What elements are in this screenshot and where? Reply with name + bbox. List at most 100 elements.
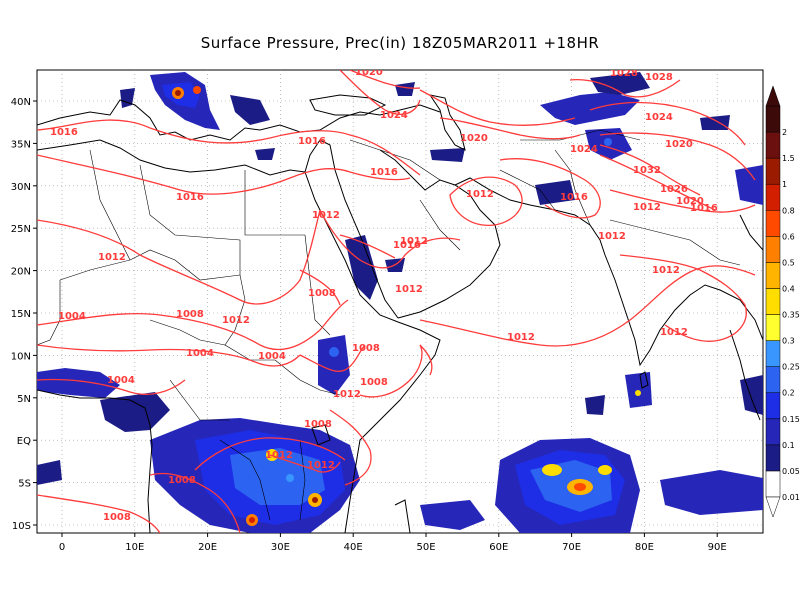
coast-levant bbox=[304, 139, 399, 319]
isobar-label: 1012 bbox=[507, 332, 535, 343]
precip-turkey bbox=[230, 95, 270, 125]
isobar-label: 1020 bbox=[665, 139, 693, 150]
colorbar-level-label: 0.15 bbox=[782, 415, 800, 424]
precip-east-asia bbox=[700, 115, 730, 130]
x-tick-label: 90E bbox=[708, 542, 727, 553]
coast-black-sea bbox=[309, 94, 387, 116]
isobar-label: 1028 bbox=[645, 72, 673, 83]
border-4 bbox=[59, 249, 241, 281]
isobar-label: 1016 bbox=[393, 240, 421, 251]
isobar-label: 1012 bbox=[466, 189, 494, 200]
isobar-label: 1024 bbox=[570, 144, 598, 155]
isobar-label: 1012 bbox=[312, 210, 340, 221]
border-13 bbox=[419, 199, 461, 251]
y-tick-label: 35N bbox=[11, 139, 31, 150]
precip-io-west bbox=[420, 500, 485, 530]
colorbar-swatch bbox=[765, 470, 781, 498]
isobar-label: 1012 bbox=[652, 265, 680, 276]
isobar-label: 1004 bbox=[186, 348, 214, 359]
precip-red-sea bbox=[345, 235, 378, 300]
colorbar-swatch bbox=[765, 418, 781, 446]
x-tick-label: 10E bbox=[125, 542, 144, 553]
border-14 bbox=[499, 169, 556, 211]
precip-sri-lanka bbox=[625, 372, 652, 408]
isobar-1012-congo bbox=[194, 437, 346, 471]
coast-china bbox=[739, 214, 763, 251]
isobar-1020-ne bbox=[599, 132, 756, 181]
precip-io-east bbox=[660, 470, 763, 515]
colorbar-min-arrow bbox=[765, 496, 781, 518]
isobar-1012-n bbox=[37, 209, 321, 305]
isobar-label: 1008 bbox=[352, 343, 380, 354]
isobar-1004 bbox=[37, 344, 301, 367]
precip-congo-peak bbox=[312, 497, 318, 503]
border-3 bbox=[244, 170, 305, 236]
isobar-label: 1012 bbox=[265, 450, 293, 461]
isobar-1032 bbox=[599, 144, 701, 196]
y-tick-label: EQ bbox=[17, 436, 31, 447]
coast-madagascar bbox=[394, 499, 411, 533]
isobar-1016-north bbox=[37, 119, 421, 176]
coast-se-asia bbox=[729, 329, 761, 421]
precip-gabon bbox=[37, 460, 62, 485]
colorbar-level-label: 1.5 bbox=[782, 154, 795, 163]
isobar-label: 1008 bbox=[103, 512, 131, 523]
x-tick-label: 20E bbox=[198, 542, 217, 553]
isobar-1008-east-africa bbox=[329, 409, 372, 486]
isobar-1020-cas bbox=[439, 117, 581, 140]
border-5 bbox=[224, 274, 275, 361]
colorbar-level-label: 0.35 bbox=[782, 311, 800, 320]
isobar-label: 1012 bbox=[307, 460, 335, 471]
precip-china-east bbox=[735, 165, 763, 205]
y-tick-label: 5N bbox=[17, 394, 31, 405]
isobar-label: 1026 bbox=[660, 184, 688, 195]
isobar-label: 1032 bbox=[633, 165, 661, 176]
isobar-1008-south bbox=[149, 472, 241, 533]
isobar-label: 1016 bbox=[50, 127, 78, 138]
coastlines bbox=[37, 94, 763, 533]
precip-io-max-2-core bbox=[574, 483, 586, 491]
isobar-1012-ea bbox=[359, 344, 423, 398]
x-tick-label: 80E bbox=[635, 542, 654, 553]
colorbar-max-arrow bbox=[765, 85, 781, 107]
y-tick-label: 5S bbox=[18, 479, 31, 490]
border-12 bbox=[299, 439, 306, 521]
border-2 bbox=[139, 164, 241, 275]
border-1 bbox=[89, 149, 131, 261]
isobar-label: 1016 bbox=[560, 192, 588, 203]
y-tick-label: 10N bbox=[11, 351, 31, 362]
precip-bay-bengal bbox=[585, 395, 605, 415]
x-tick-label: 70E bbox=[562, 542, 581, 553]
isobar-label: 1004 bbox=[58, 311, 86, 322]
coast-north-africa bbox=[37, 139, 306, 176]
isobar-label: 1020 bbox=[355, 67, 383, 78]
isobar-label: 1004 bbox=[258, 351, 286, 362]
border-9 bbox=[169, 379, 230, 421]
isobar-1026 bbox=[599, 154, 716, 211]
border-18 bbox=[349, 139, 441, 181]
colorbar-level-label: 0.01 bbox=[782, 493, 800, 502]
isobar-label: 1012 bbox=[333, 389, 361, 400]
isobar-1012-arabia bbox=[449, 176, 523, 226]
colorbar-level-label: 2 bbox=[782, 128, 787, 137]
isobar-label: 1012 bbox=[660, 327, 688, 338]
colorbar-level-label: 0.05 bbox=[782, 467, 800, 476]
precip-ethiopia-max bbox=[329, 347, 339, 357]
coast-lake-victoria bbox=[311, 424, 331, 446]
isobar-label: 1012 bbox=[395, 284, 423, 295]
y-axis-ticks: 40N 35N 30N 25N 20N 15N 10N 5N EQ 5S 10S bbox=[11, 97, 37, 532]
colorbar-level-label: 0.1 bbox=[782, 441, 795, 450]
precip-caspian bbox=[395, 82, 415, 96]
precip-central-asia bbox=[540, 92, 640, 125]
isobar-label: 1020 bbox=[460, 133, 488, 144]
isobar-1016-se bbox=[609, 189, 756, 213]
colorbar-level-label: 0.6 bbox=[782, 232, 795, 241]
x-tick-label: 40E bbox=[344, 542, 363, 553]
isobar-label: 1004 bbox=[107, 375, 135, 386]
precip-central-africa-inner bbox=[230, 448, 325, 505]
isobar-1012-somalia bbox=[419, 344, 433, 376]
isobar-label: 1024 bbox=[380, 110, 408, 121]
isobar-label: 1016 bbox=[176, 192, 204, 203]
colorbar-swatch bbox=[765, 288, 781, 315]
colorbar-swatch bbox=[765, 183, 781, 211]
